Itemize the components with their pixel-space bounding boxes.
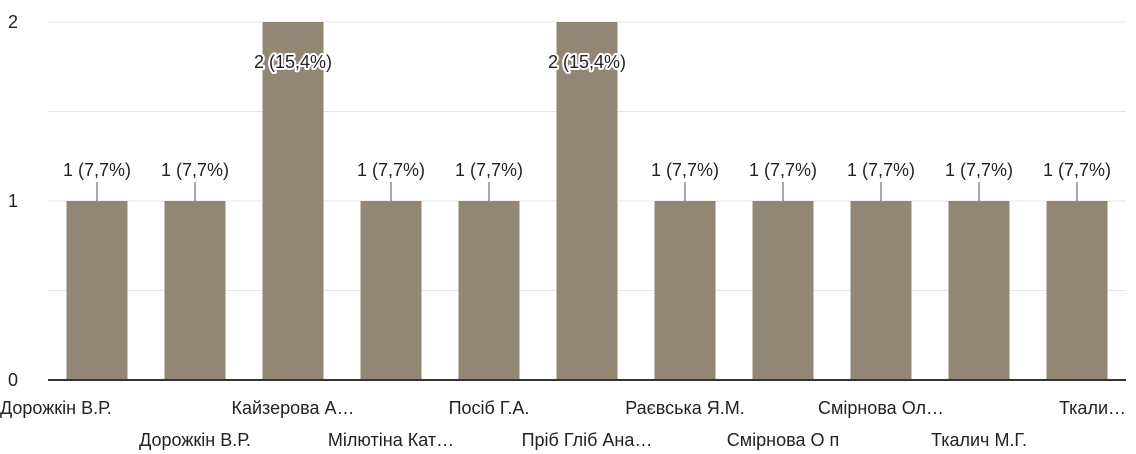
x-category-label: Пріб Гліб Ана… — [522, 430, 653, 450]
x-category-label: Смірнова О п — [727, 430, 839, 450]
data-label: 2 (15,4%) — [254, 52, 332, 72]
data-label: 1 (7,7%) — [651, 160, 719, 180]
bar — [164, 201, 226, 380]
bar — [1046, 201, 1108, 380]
y-tick-label: 2 — [8, 12, 18, 32]
data-label: 1 (7,7%) — [847, 160, 915, 180]
x-category-label: Ткали… — [1059, 398, 1126, 418]
x-axis-category-labels: Дорожкін В.Р. Дорожкін В.Р. Кайзерова А… Мі… — [0, 398, 1126, 450]
bar — [66, 201, 128, 380]
data-label: 1 (7,7%) — [945, 160, 1013, 180]
x-category-label: Кайзерова А… — [231, 398, 354, 418]
x-category-label: Смірнова Ол… — [818, 398, 944, 418]
x-category-label: Раєвська Я.М. — [625, 398, 745, 418]
x-category-label: Дорожкін В.Р. — [0, 398, 112, 418]
data-label: 1 (7,7%) — [357, 160, 425, 180]
data-label: 2 (15,4%) — [548, 52, 626, 72]
bar — [360, 201, 422, 380]
x-category-label: Дорожкін В.Р. — [139, 430, 251, 450]
data-label: 1 (7,7%) — [749, 160, 817, 180]
y-tick-label: 1 — [8, 191, 18, 211]
data-label: 1 (7,7%) — [63, 160, 131, 180]
bar — [752, 201, 814, 380]
x-category-label: Мілютіна Кат… — [328, 430, 454, 450]
bar — [458, 201, 520, 380]
data-label: 1 (7,7%) — [455, 160, 523, 180]
bar — [262, 22, 324, 380]
bar-series — [66, 22, 1108, 380]
data-label: 1 (7,7%) — [1043, 160, 1111, 180]
x-category-label: Ткалич М.Г. — [931, 430, 1027, 450]
data-label-leaders — [96, 22, 1078, 201]
data-labels: 1 (7,7%) 1 (7,7%) 2 (15,4%) 1 (7,7%) 1 (7,7%… — [61, 50, 1113, 182]
y-axis-tick-labels: 0 1 2 — [8, 12, 18, 390]
bar — [850, 201, 912, 380]
y-tick-label: 0 — [8, 370, 18, 390]
bar — [556, 22, 618, 380]
data-label: 1 (7,7%) — [161, 160, 229, 180]
bar — [654, 201, 716, 380]
x-category-label: Посіб Г.А. — [449, 398, 530, 418]
bar — [948, 201, 1010, 380]
